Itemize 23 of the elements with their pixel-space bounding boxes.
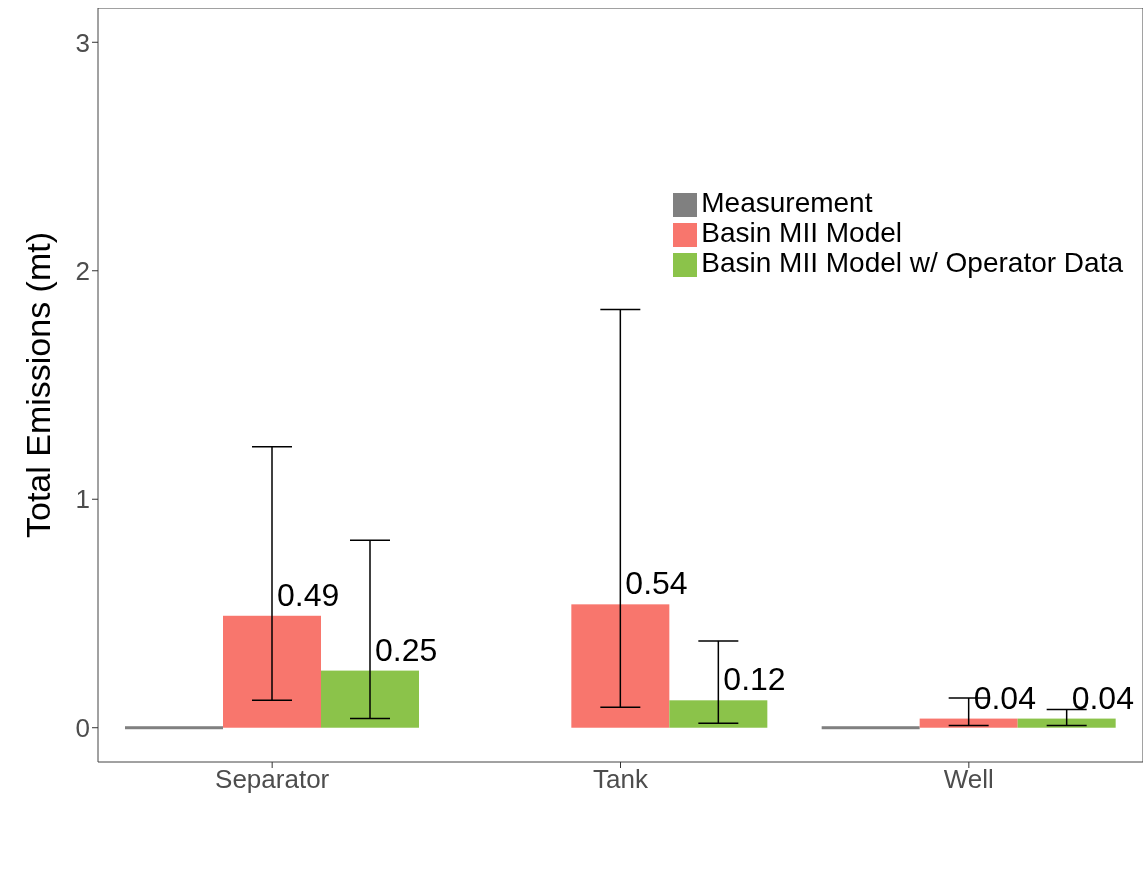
legend-label: Basin MII Model (701, 217, 903, 248)
legend-label: Measurement (701, 187, 873, 218)
y-tick-label: 2 (75, 255, 90, 286)
y-tick-label: 3 (75, 27, 90, 58)
y-tick-label: 0 (75, 712, 90, 743)
bar (571, 604, 670, 728)
data-label: 0.12 (723, 661, 786, 698)
legend-label: Basin MII Model w/ Operator Data (701, 247, 1123, 278)
bar (1017, 718, 1116, 728)
data-label: 0.04 (973, 679, 1036, 716)
data-label: 0.49 (277, 576, 340, 613)
bar (321, 670, 419, 728)
bar (223, 615, 321, 728)
data-label: 0.25 (375, 631, 438, 668)
data-label: 0.04 (1071, 679, 1134, 716)
x-tick-label: Tank (593, 764, 649, 795)
y-axis-title: Total Emissions (mt) (19, 231, 58, 539)
bar (669, 700, 768, 728)
x-tick-label: Well (943, 764, 994, 795)
bar (919, 718, 1018, 728)
x-tick-label: Separator (215, 764, 330, 795)
data-label: 0.54 (625, 565, 688, 602)
y-tick-label: 1 (75, 484, 90, 515)
